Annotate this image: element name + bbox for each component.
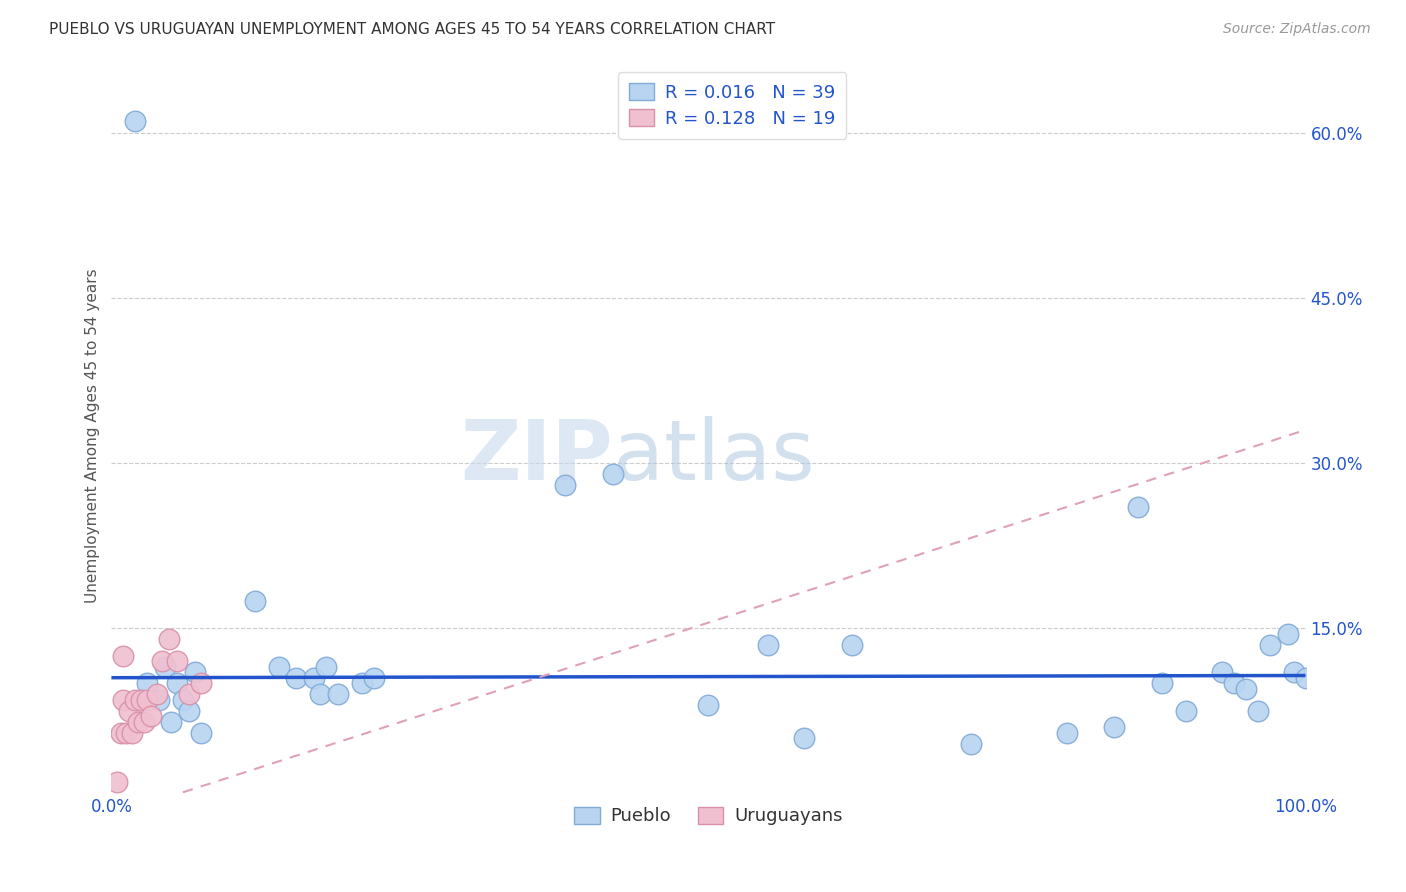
Point: [157, 632, 180, 647]
Point: [124, 692, 146, 706]
Legend: Pueblo, Uruguayans: Pueblo, Uruguayans: [565, 797, 852, 834]
Point: [190, 676, 212, 690]
Point: [315, 659, 337, 673]
Point: [177, 704, 200, 718]
Text: PUEBLO VS URUGUAYAN UNEMPLOYMENT AMONG AGES 45 TO 54 YEARS CORRELATION CHART: PUEBLO VS URUGUAYAN UNEMPLOYMENT AMONG A…: [49, 22, 775, 37]
Point: [139, 709, 162, 723]
Point: [841, 638, 863, 652]
Point: [554, 478, 576, 492]
Point: [114, 725, 136, 739]
Point: [1128, 500, 1150, 514]
Point: [309, 687, 332, 701]
Point: [105, 775, 128, 789]
Point: [1234, 681, 1257, 696]
Point: [363, 671, 385, 685]
Point: [1258, 638, 1281, 652]
Point: [110, 725, 132, 739]
Point: [1104, 720, 1126, 734]
Point: [1211, 665, 1233, 680]
Text: ZIP: ZIP: [460, 417, 613, 498]
Point: [1247, 704, 1270, 718]
Point: [121, 725, 143, 739]
Y-axis label: Unemployment Among Ages 45 to 54 years: Unemployment Among Ages 45 to 54 years: [86, 268, 100, 603]
Point: [697, 698, 720, 713]
Point: [136, 692, 159, 706]
Point: [177, 687, 200, 701]
Point: [132, 714, 155, 729]
Point: [1282, 665, 1305, 680]
Point: [793, 731, 815, 746]
Point: [118, 704, 141, 718]
Point: [124, 114, 146, 128]
Point: [1175, 704, 1198, 718]
Point: [352, 676, 374, 690]
Point: [756, 638, 779, 652]
Point: [267, 659, 290, 673]
Point: [304, 671, 326, 685]
Point: [146, 687, 169, 701]
Text: atlas: atlas: [613, 417, 814, 498]
Point: [1223, 676, 1246, 690]
Point: [127, 714, 149, 729]
Point: [148, 692, 170, 706]
Point: [150, 654, 173, 668]
Point: [1277, 626, 1299, 640]
Point: [328, 687, 350, 701]
Point: [1295, 671, 1317, 685]
Point: [172, 692, 194, 706]
Point: [184, 665, 207, 680]
Point: [112, 692, 135, 706]
Point: [960, 737, 983, 751]
Point: [190, 725, 212, 739]
Point: [285, 671, 308, 685]
Point: [166, 676, 188, 690]
Point: [1152, 676, 1174, 690]
Point: [1056, 725, 1078, 739]
Point: [243, 593, 266, 607]
Point: [160, 714, 183, 729]
Point: [112, 648, 135, 663]
Point: [166, 654, 188, 668]
Point: [153, 659, 176, 673]
Point: [129, 692, 152, 706]
Text: Source: ZipAtlas.com: Source: ZipAtlas.com: [1223, 22, 1371, 37]
Point: [602, 467, 624, 481]
Point: [136, 676, 159, 690]
